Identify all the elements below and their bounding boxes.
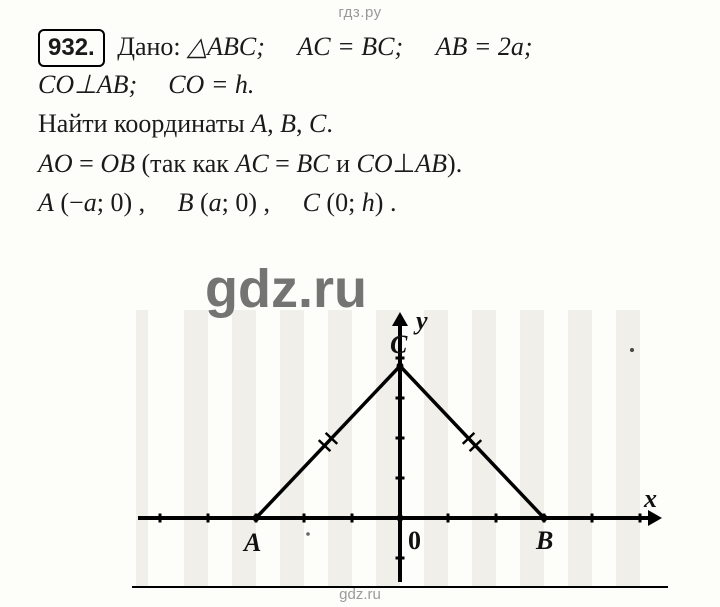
given-2: AC = BC; [297, 32, 403, 61]
problem-content: 932. Дано: △ABC; AC = BC; AB = 2a; CO⊥AB… [0, 23, 720, 220]
line-answers: A (−a; 0) , B (a; 0) , C (0; h) . [38, 185, 682, 220]
site-header: гдз.ру [0, 0, 720, 23]
label-C: C [390, 330, 407, 360]
given-3: AB = 2a; [436, 32, 533, 61]
line-given: 932. Дано: △ABC; AC = BC; AB = 2a; [38, 29, 682, 67]
line-given2: CO⊥AB; CO = h. [38, 67, 682, 102]
triangle-diagram: y x C A 0 B [132, 310, 668, 588]
label-x: x [644, 484, 657, 514]
site-footer: gdz.ru [0, 586, 720, 603]
label-O: 0 [408, 526, 421, 556]
label-y: y [416, 306, 428, 336]
label-B: B [536, 526, 553, 556]
answer-C: C (0; h) . [303, 188, 397, 217]
answer-A: A (−a; 0) , [38, 188, 145, 217]
given-1: △ABC; [187, 32, 265, 61]
given-5: CO = h. [168, 70, 254, 99]
answer-B: B (a; 0) , [178, 188, 270, 217]
given-4: CO⊥AB; [38, 70, 137, 99]
line-find: Найти координаты A, B, C. [38, 106, 682, 141]
line-reason: AO = OB (так как AC = BC и CO⊥AB). [38, 146, 682, 181]
problem-number: 932. [38, 29, 105, 67]
label-A: A [244, 528, 261, 558]
given-label: Дано: [117, 32, 180, 61]
frame-bottom [132, 586, 668, 588]
